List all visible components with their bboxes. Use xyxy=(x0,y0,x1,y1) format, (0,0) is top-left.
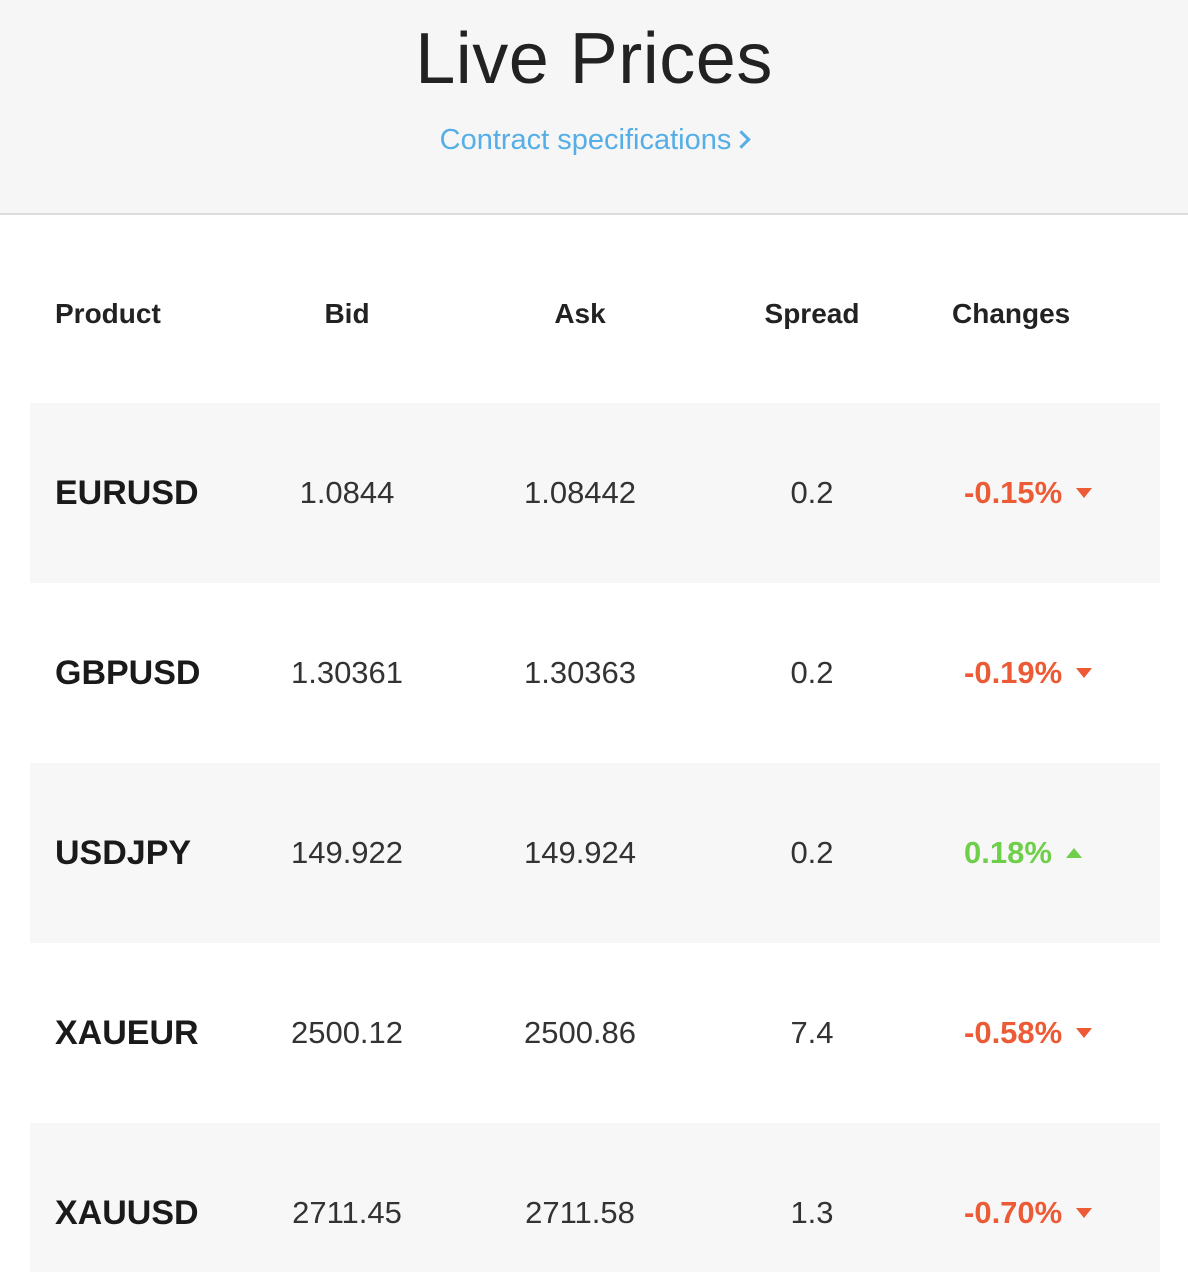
product-symbol: EURUSD xyxy=(55,473,199,512)
change-cell: -0.19% xyxy=(964,583,1144,763)
change-value: -0.19% xyxy=(964,655,1063,690)
spread-value: 7.4 xyxy=(790,1015,834,1050)
change-value: -0.15% xyxy=(964,475,1063,510)
table-row[interactable]: USDJPY 149.922 149.924 0.2 0.18% xyxy=(30,763,1160,943)
ask-price: 2711.58 xyxy=(525,1195,635,1230)
triangle-down-icon xyxy=(1076,1208,1093,1218)
change-cell: -0.70% xyxy=(964,1123,1144,1272)
spread-value: 0.2 xyxy=(790,835,834,870)
spread-value: 0.2 xyxy=(790,655,834,690)
bid-price: 1.30361 xyxy=(290,655,404,690)
product-symbol: GBPUSD xyxy=(55,653,201,692)
change-value: 0.18% xyxy=(964,835,1052,870)
change-value: -0.58% xyxy=(964,1015,1063,1050)
chevron-right-icon xyxy=(732,130,752,149)
contract-specifications-label: Contract specifications xyxy=(439,124,732,156)
table-row[interactable]: GBPUSD 1.30361 1.30363 0.2 -0.19% xyxy=(30,583,1160,763)
ask-price: 2500.86 xyxy=(523,1015,637,1050)
column-header-bid: Bid xyxy=(324,298,370,329)
product-symbol: XAUUSD xyxy=(55,1193,199,1232)
triangle-down-icon xyxy=(1076,1028,1093,1038)
table-header: Product Bid Ask Spread Changes xyxy=(30,282,1160,346)
product-symbol: XAUEUR xyxy=(55,1013,199,1052)
bid-price: 2711.45 xyxy=(292,1195,402,1230)
triangle-down-icon xyxy=(1076,668,1093,678)
bid-price: 1.0844 xyxy=(299,475,395,510)
table-row[interactable]: XAUUSD 2711.45 2711.58 1.3 -0.70% xyxy=(30,1123,1160,1272)
page-title: Live Prices xyxy=(415,19,773,99)
change-value: -0.70% xyxy=(964,1195,1063,1230)
spread-value: 0.2 xyxy=(790,475,834,510)
change-cell: 0.18% xyxy=(964,763,1144,943)
spread-value: 1.3 xyxy=(790,1195,834,1230)
table-row[interactable]: XAUEUR 2500.12 2500.86 7.4 -0.58% xyxy=(30,943,1160,1123)
ask-price: 1.08442 xyxy=(523,475,637,510)
contract-specifications-link[interactable]: Contract specifications xyxy=(0,124,1188,157)
column-header-changes: Changes xyxy=(952,298,1071,329)
bid-price: 2500.12 xyxy=(290,1015,404,1050)
table-row[interactable]: EURUSD 1.0844 1.08442 0.2 -0.15% xyxy=(30,403,1160,583)
ask-price: 149.924 xyxy=(523,835,637,870)
bid-price: 149.922 xyxy=(290,835,404,870)
column-header-product: Product xyxy=(55,298,161,329)
page-header: Live Prices Contract specifications xyxy=(0,0,1188,215)
change-cell: -0.15% xyxy=(964,403,1144,583)
column-header-spread: Spread xyxy=(764,298,860,329)
column-header-ask: Ask xyxy=(554,298,606,329)
ask-price: 1.30363 xyxy=(523,655,637,690)
triangle-down-icon xyxy=(1076,488,1093,498)
product-symbol: USDJPY xyxy=(55,833,192,872)
triangle-up-icon xyxy=(1065,848,1082,858)
change-cell: -0.58% xyxy=(964,943,1144,1123)
